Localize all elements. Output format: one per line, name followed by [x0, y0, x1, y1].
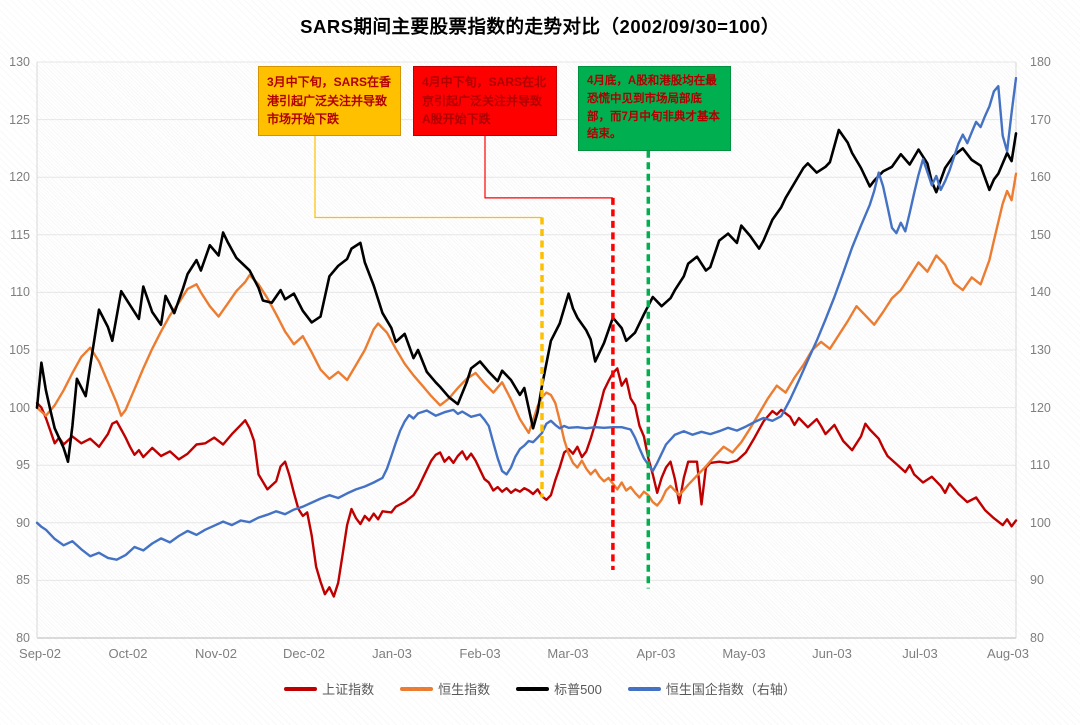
y-axis-right-tick-label: 180: [1030, 55, 1051, 69]
legend: 上证指数 恒生指数 标普500 恒生国企指数（右轴）: [0, 679, 1080, 698]
y-axis-right-tick-label: 100: [1030, 515, 1051, 530]
y-axis-right-tick-label: 120: [1030, 400, 1051, 415]
x-axis-tick-label: Apr-03: [636, 646, 676, 661]
y-axis-left-tick-label: 85: [16, 573, 30, 588]
series-line-hangseng: [35, 172, 1018, 507]
y-axis-left-tick-label: 100: [9, 400, 30, 415]
legend-swatch-hscei: [627, 686, 661, 691]
legend-label-hangseng: 恒生指数: [438, 682, 491, 697]
x-axis-tick-label: Nov-02: [195, 646, 237, 661]
bj-outbreak-line-connector: [484, 126, 613, 199]
legend-swatch-hangseng: [400, 686, 434, 691]
y-axis-right-tick-label: 150: [1030, 227, 1051, 242]
legend-label-sp500: 标普500: [554, 682, 602, 697]
x-axis-tick-label: Jul-03: [902, 646, 938, 661]
x-axis-tick-label: Oct-02: [108, 646, 148, 661]
y-axis-right-tick-label: 140: [1030, 285, 1051, 300]
x-axis-tick-label: Feb-03: [459, 646, 501, 661]
legend-item-shanghai: 上证指数: [284, 679, 374, 698]
y-axis-right-tick-label: 130: [1030, 343, 1051, 357]
y-axis-left-tick-label: 95: [16, 458, 30, 473]
x-axis-tick-label: May-03: [722, 646, 766, 661]
y-axis-right-tick-label: 170: [1030, 112, 1051, 127]
x-axis-tick-label: Sep-02: [19, 646, 61, 661]
y-axis-left-tick-label: 90: [16, 515, 30, 530]
y-axis-right-tick-label: 80: [1030, 631, 1044, 645]
annotation-box-hk-outbreak: 3月中下旬，SARS在香港引起广泛关注并导致市场开始下跌: [258, 66, 401, 136]
y-axis-right-tick-label: 90: [1030, 573, 1044, 588]
legend-swatch-sp500: [516, 686, 550, 691]
legend-item-sp500: 标普500: [516, 679, 602, 698]
hk-outbreak-line-connector: [314, 130, 542, 219]
y-axis-left-tick-label: 80: [16, 631, 30, 645]
y-axis-right-tick-label: 110: [1030, 458, 1050, 473]
legend-label-shanghai: 上证指数: [322, 682, 375, 697]
y-axis-right-tick-label: 160: [1030, 170, 1051, 185]
series-line-sp500: [35, 128, 1018, 464]
annotation-box-market-bottom: 4月底，A股和港股均在最恐慌中见到市场局部底部，而7月中旬非典才基本结束。: [578, 66, 731, 152]
legend-item-hangseng: 恒生指数: [400, 679, 490, 698]
legend-swatch-shanghai: [284, 686, 318, 691]
annotation-box-bj-outbreak: 4月中下旬，SARS在北京引起广泛关注并导致A股开始下跌: [413, 66, 557, 136]
x-axis-tick-label: Aug-03: [987, 646, 1029, 661]
y-axis-left-tick-label: 115: [10, 227, 30, 242]
x-axis-tick-label: Mar-03: [547, 646, 589, 661]
legend-label-hscei: 恒生国企指数（右轴）: [665, 682, 796, 697]
page-title: SARS期间主要股票指数的走势对比（2002/09/30=100）: [300, 16, 780, 37]
series-line-hscei: [35, 76, 1018, 561]
series-line-shanghai: [35, 367, 1018, 598]
y-axis-left-tick-label: 110: [10, 285, 30, 300]
x-axis-tick-label: Jun-03: [812, 646, 852, 661]
x-axis-tick-label: Dec-02: [283, 646, 325, 661]
x-axis-tick-label: Jan-03: [372, 646, 412, 661]
y-axis-left-tick-label: 125: [9, 112, 30, 127]
y-axis-left-tick-label: 130: [9, 55, 30, 69]
y-axis-left-tick-label: 105: [9, 343, 30, 357]
y-axis-left-tick-label: 120: [9, 170, 30, 185]
legend-item-hscei: 恒生国企指数（右轴）: [627, 679, 796, 698]
